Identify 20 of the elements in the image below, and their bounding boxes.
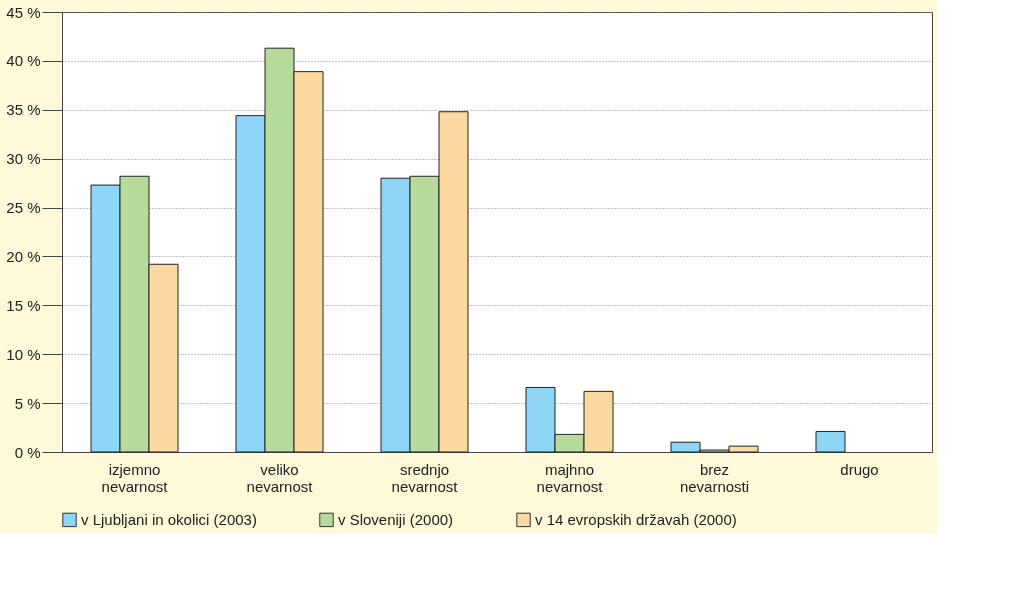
y-tick-label: 30 % bbox=[6, 150, 41, 168]
y-tick-label: 40 % bbox=[6, 52, 41, 70]
x-tick-label: srednjo nevarnost bbox=[391, 460, 459, 495]
x-tick-label: veliko nevarnost bbox=[246, 460, 314, 495]
x-tick-label: drugo bbox=[840, 460, 879, 478]
x-tick-label: izjemno nevarnost bbox=[101, 460, 169, 495]
y-tick-label: 10 % bbox=[6, 345, 41, 363]
x-tick-label: brez nevarnosti bbox=[679, 460, 750, 495]
legend-label: v 14 evropskih državah (2000) bbox=[535, 510, 737, 528]
x-tick-label: majhno nevarnost bbox=[536, 460, 604, 495]
y-tick-label: 20 % bbox=[6, 247, 41, 265]
y-tick-label: 0 % bbox=[14, 443, 41, 461]
legend-label: v Ljubljani in okolici (2003) bbox=[81, 510, 257, 528]
y-tick-label: 5 % bbox=[14, 394, 41, 412]
y-tick-label: 35 % bbox=[6, 101, 41, 119]
bar bbox=[815, 430, 846, 453]
y-tick-label: 45 % bbox=[6, 3, 41, 21]
legend-label: v Sloveniji (2000) bbox=[338, 510, 454, 528]
y-tick-label: 15 % bbox=[6, 296, 41, 314]
y-tick-label: 25 % bbox=[6, 199, 41, 217]
